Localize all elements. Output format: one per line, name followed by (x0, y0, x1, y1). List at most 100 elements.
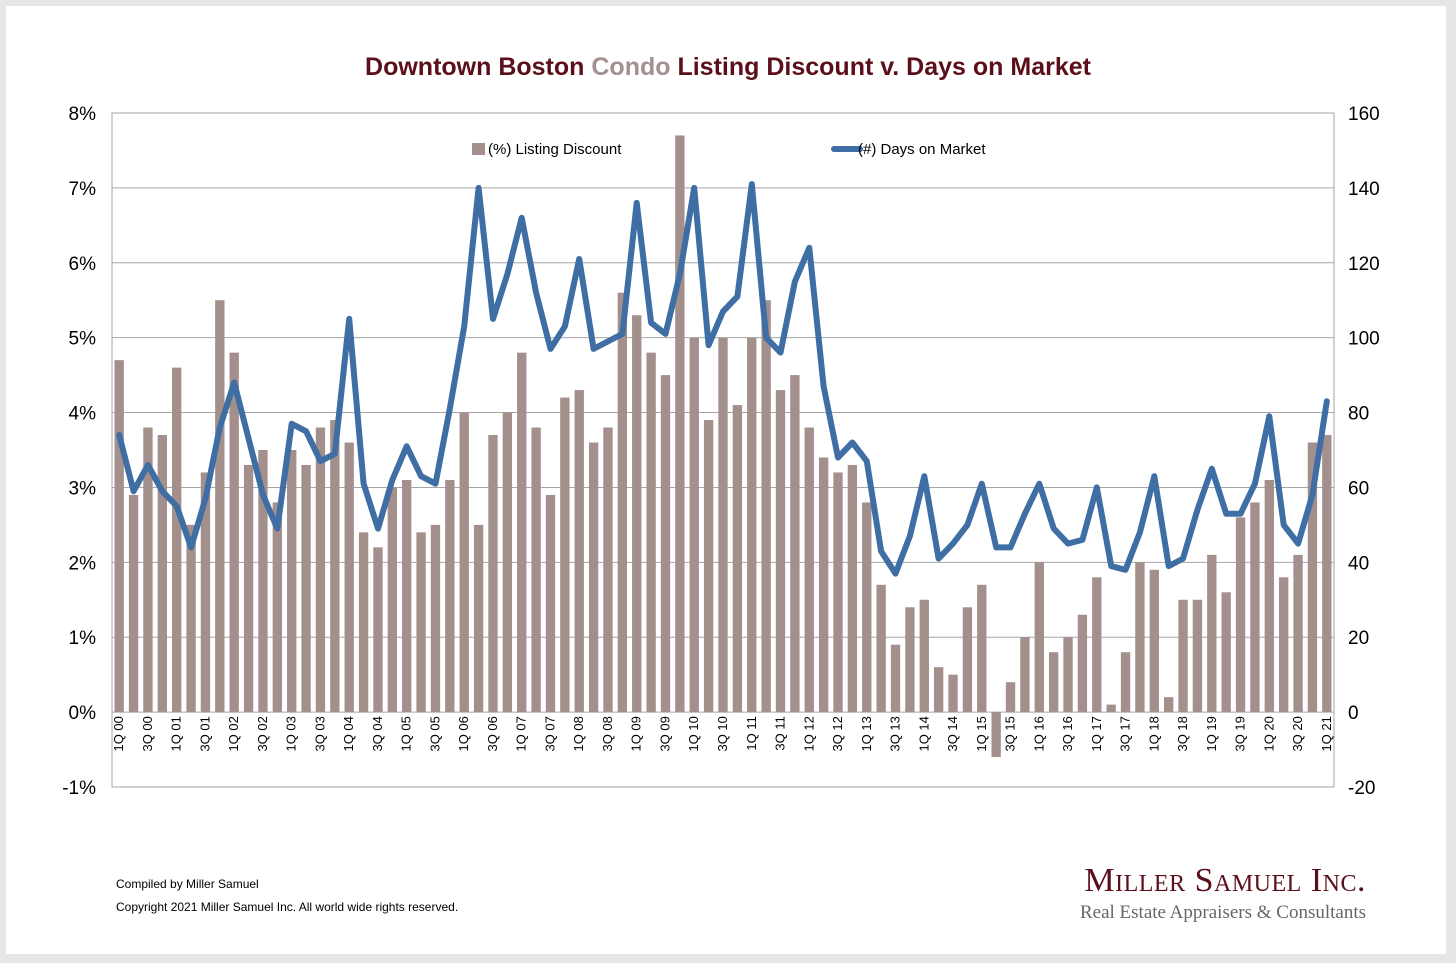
bar (200, 472, 211, 713)
x-tick-label: 3Q 20 (1290, 716, 1305, 751)
bar (775, 390, 786, 713)
left-axis-tick: 4% (69, 404, 97, 425)
x-tick-label: 1Q 21 (1319, 716, 1334, 751)
x-tick-label: 3Q 07 (542, 716, 557, 751)
bar (1235, 517, 1246, 713)
x-tick-label: 3Q 01 (197, 716, 212, 751)
x-tick-label: 1Q 08 (571, 716, 586, 751)
bar (1207, 554, 1217, 713)
x-tick-label: 1Q 13 (859, 716, 874, 751)
bar (1163, 697, 1174, 713)
bar (804, 427, 814, 713)
x-tick-label: 1Q 15 (974, 716, 989, 751)
bar (1307, 442, 1318, 713)
bar (847, 464, 858, 713)
bar (818, 457, 829, 713)
x-tick-label: 3Q 00 (140, 716, 155, 751)
bar (1178, 599, 1188, 713)
bar (890, 644, 901, 713)
bar (675, 135, 685, 713)
x-tick-label: 1Q 06 (456, 716, 471, 751)
x-tick-label: 3Q 11 (773, 716, 788, 750)
bar (1293, 554, 1303, 713)
bar (459, 412, 469, 713)
x-tick-label: 3Q 08 (600, 716, 615, 751)
bar (977, 584, 987, 713)
x-tick-label: 3Q 18 (1175, 716, 1190, 751)
x-tick-label: 1Q 04 (341, 716, 356, 751)
bar (186, 524, 196, 713)
bar (588, 442, 599, 713)
x-tick-label: 1Q 14 (916, 716, 931, 751)
title-part-3: Listing Discount v. Days on Market (670, 53, 1091, 81)
bar (962, 607, 973, 713)
bar (560, 397, 570, 713)
x-tick-label: 1Q 07 (514, 716, 529, 751)
bar (172, 367, 182, 713)
x-tick-label: 3Q 09 (657, 716, 672, 751)
bar (243, 464, 254, 713)
x-tick-label: 1Q 00 (111, 716, 126, 751)
footer-compiled: Compiled by Miller Samuel (116, 877, 259, 891)
left-axis-tick: 1% (69, 628, 97, 649)
bar (517, 352, 527, 713)
bar (905, 607, 915, 713)
x-tick-label: 1Q 11 (744, 716, 759, 750)
x-tick-label: 3Q 15 (1003, 716, 1018, 751)
x-tick-label: 1Q 18 (1146, 716, 1161, 751)
bar (1135, 562, 1145, 713)
bar (933, 667, 944, 713)
brand-tagline: Real Estate Appraisers & Consultants (1079, 902, 1366, 923)
left-axis-tick: 8% (69, 104, 97, 125)
left-axis-tick: 6% (69, 254, 97, 275)
right-axis-tick: 20 (1348, 628, 1369, 649)
bar (330, 420, 340, 713)
bar (473, 524, 484, 713)
bar (1322, 435, 1332, 713)
bar (732, 405, 743, 713)
bar (703, 420, 714, 713)
x-tick-label: 3Q 13 (888, 716, 903, 751)
footer-copyright: Copyright 2021 Miller Samuel Inc. All wo… (116, 900, 459, 914)
bar (157, 435, 167, 713)
bar (416, 532, 426, 713)
bar (747, 337, 757, 713)
bar (1120, 652, 1131, 713)
bar (1034, 562, 1044, 713)
bar (143, 427, 153, 713)
bar (718, 337, 728, 713)
title-part-1: Downtown Boston (365, 53, 592, 81)
right-axis-tick: -20 (1348, 778, 1375, 799)
legend-bar-swatch (472, 143, 485, 155)
x-tick-label: 3Q 17 (1118, 716, 1133, 751)
bar (1005, 682, 1016, 713)
x-tick-label: 1Q 01 (169, 716, 184, 751)
bar (545, 494, 556, 713)
bar (387, 487, 398, 713)
right-axis-tick: 100 (1348, 329, 1380, 350)
bar (603, 427, 613, 713)
bar (632, 315, 642, 713)
x-tick-label: 3Q 10 (715, 716, 730, 751)
bar (215, 300, 225, 713)
bar (833, 472, 843, 713)
bar (114, 360, 124, 713)
legend: (%) Listing Discount (#) Days on Market (472, 141, 986, 158)
right-axis-tick: 140 (1348, 179, 1380, 200)
x-tick-label: 1Q 09 (629, 716, 644, 751)
x-tick-label: 3Q 04 (370, 716, 385, 751)
left-axis-tick: -1% (62, 778, 96, 799)
bar (919, 599, 929, 713)
legend-line-label: (#) Days on Market (858, 141, 986, 158)
bar (1264, 479, 1274, 713)
bar (358, 532, 369, 713)
left-axis-tick: 0% (69, 703, 97, 724)
bar (301, 464, 311, 713)
bar (1149, 569, 1159, 713)
right-axis-tick: 120 (1348, 254, 1380, 275)
right-axis-tick: 0 (1348, 703, 1359, 724)
bar (689, 337, 699, 713)
x-tick-label: 1Q 19 (1204, 716, 1219, 751)
bar (502, 412, 513, 713)
